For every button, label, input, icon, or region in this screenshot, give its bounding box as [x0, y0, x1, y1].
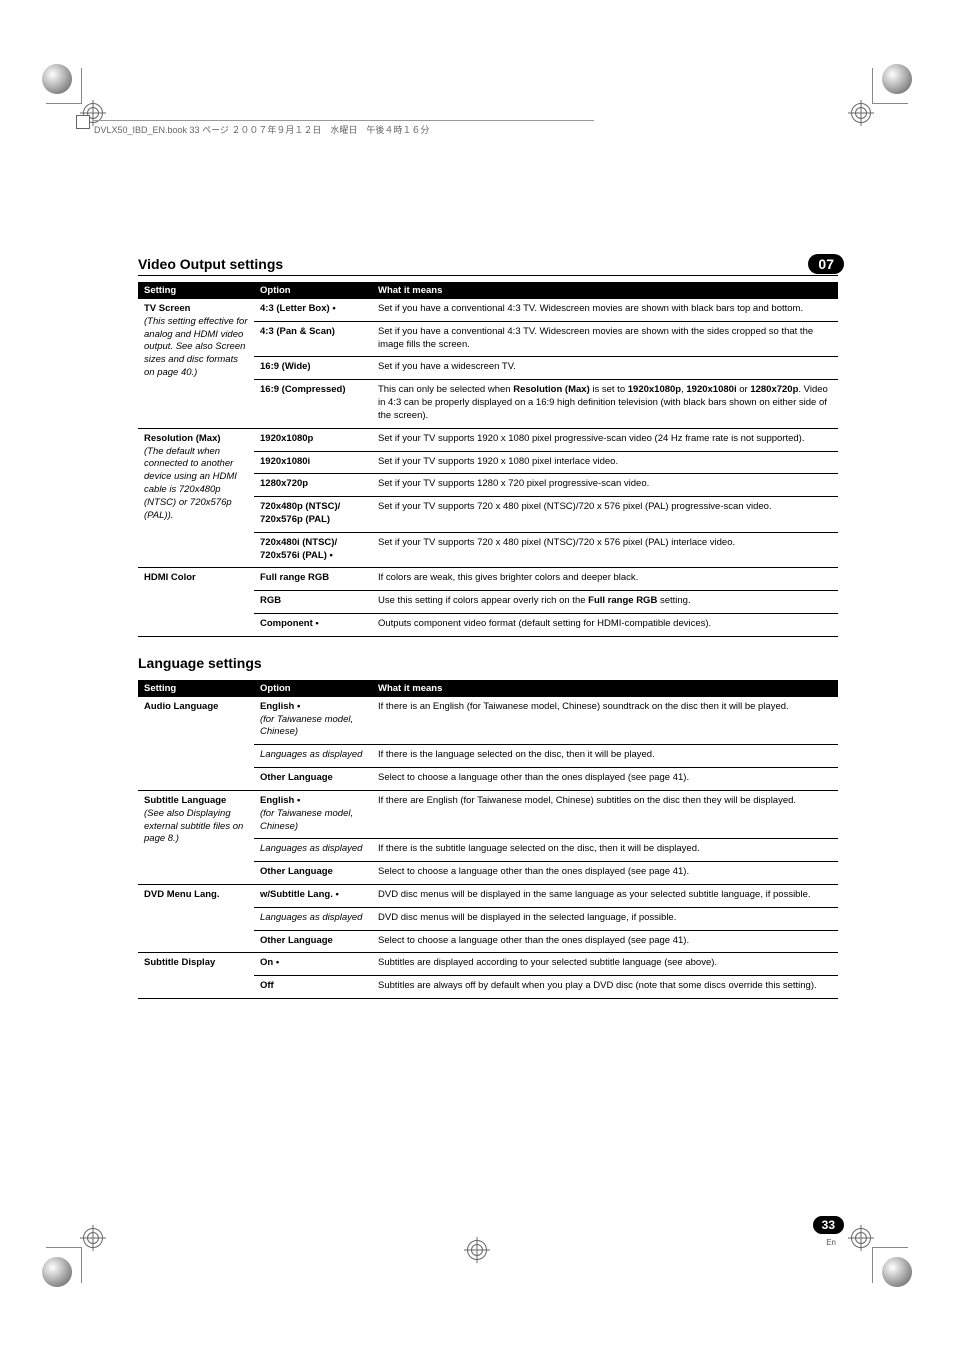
crop-mark — [872, 68, 908, 104]
option-cell: Other Language — [254, 768, 372, 791]
description-cell: Select to choose a language other than t… — [372, 862, 838, 885]
crop-mark — [46, 68, 82, 104]
print-header: DVLX50_IBD_EN.book 33 ページ ２００７年９月１２日 水曜日… — [94, 120, 594, 136]
description-cell: If colors are weak, this gives brighter … — [372, 568, 838, 591]
description-cell: Set if your TV supports 1920 x 1080 pixe… — [372, 428, 838, 451]
description-cell: Subtitles are displayed according to you… — [372, 953, 838, 976]
option-cell: 16:9 (Compressed) — [254, 380, 372, 428]
page-number-badge: 33 — [813, 1216, 844, 1234]
registration-mark — [80, 1225, 106, 1251]
description-cell: If there is an English (for Taiwanese mo… — [372, 697, 838, 745]
option-cell: Languages as displayed — [254, 907, 372, 930]
option-cell: 1920x1080i — [254, 451, 372, 474]
setting-cell: TV Screen(This setting effective for ana… — [138, 299, 254, 428]
setting-cell: Subtitle Display — [138, 953, 254, 999]
setting-cell: Audio Language — [138, 697, 254, 791]
section-header-language: Language settings — [138, 655, 838, 674]
description-cell: This can only be selected when Resolutio… — [372, 380, 838, 428]
description-cell: DVD disc menus will be displayed in the … — [372, 907, 838, 930]
option-cell: 1920x1080p — [254, 428, 372, 451]
description-cell: Set if your TV supports 1920 x 1080 pixe… — [372, 451, 838, 474]
option-cell: On • — [254, 953, 372, 976]
page-content: Video Output settings 07 Setting Option … — [138, 256, 838, 1017]
option-cell: 4:3 (Letter Box) • — [254, 299, 372, 321]
option-cell: 4:3 (Pan & Scan) — [254, 321, 372, 357]
registration-mark — [848, 100, 874, 126]
language-settings-table: Setting Option What it means Audio Langu… — [138, 680, 838, 999]
col-option: Option — [254, 282, 372, 299]
option-cell: w/Subtitle Lang. • — [254, 884, 372, 907]
description-cell: Set if you have a conventional 4:3 TV. W… — [372, 299, 838, 321]
option-cell: English •(for Taiwanese model, Chinese) — [254, 697, 372, 745]
col-desc: What it means — [372, 680, 838, 697]
col-option: Option — [254, 680, 372, 697]
option-cell: Other Language — [254, 930, 372, 953]
option-cell: English •(for Taiwanese model, Chinese) — [254, 790, 372, 838]
description-cell: Set if you have a widescreen TV. — [372, 357, 838, 380]
col-setting: Setting — [138, 680, 254, 697]
option-cell: 16:9 (Wide) — [254, 357, 372, 380]
option-cell: 720x480p (NTSC)/ 720x576p (PAL) — [254, 497, 372, 533]
col-desc: What it means — [372, 282, 838, 299]
description-cell: Use this setting if colors appear overly… — [372, 591, 838, 614]
description-cell: Select to choose a language other than t… — [372, 768, 838, 791]
option-cell: 720x480i (NTSC)/ 720x576i (PAL) • — [254, 532, 372, 568]
option-cell: RGB — [254, 591, 372, 614]
section-header-video: Video Output settings 07 — [138, 256, 838, 276]
option-cell: Languages as displayed — [254, 745, 372, 768]
video-settings-table: Setting Option What it means TV Screen(T… — [138, 282, 838, 637]
setting-cell: DVD Menu Lang. — [138, 884, 254, 952]
crop-mark — [46, 1247, 82, 1283]
section-title: Video Output settings — [138, 256, 283, 272]
setting-cell: HDMI Color — [138, 568, 254, 636]
page-language-label: En — [826, 1238, 836, 1247]
registration-mark — [464, 1237, 490, 1263]
description-cell: Set if your TV supports 1280 x 720 pixel… — [372, 474, 838, 497]
description-cell: Set if you have a conventional 4:3 TV. W… — [372, 321, 838, 357]
section-title: Language settings — [138, 655, 262, 671]
description-cell: Set if your TV supports 720 x 480 pixel … — [372, 532, 838, 568]
option-cell: Full range RGB — [254, 568, 372, 591]
description-cell: If there is the subtitle language select… — [372, 839, 838, 862]
description-cell: If there is the language selected on the… — [372, 745, 838, 768]
setting-cell: Resolution (Max)(The default when connec… — [138, 428, 254, 568]
description-cell: Outputs component video format (default … — [372, 614, 838, 637]
description-cell: Subtitles are always off by default when… — [372, 976, 838, 999]
registration-mark — [848, 1225, 874, 1251]
col-setting: Setting — [138, 282, 254, 299]
description-cell: DVD disc menus will be displayed in the … — [372, 884, 838, 907]
crop-mark — [872, 1247, 908, 1283]
option-cell: Languages as displayed — [254, 839, 372, 862]
description-cell: If there are English (for Taiwanese mode… — [372, 790, 838, 838]
option-cell: Other Language — [254, 862, 372, 885]
chapter-badge: 07 — [808, 254, 844, 274]
option-cell: Off — [254, 976, 372, 999]
option-cell: 1280x720p — [254, 474, 372, 497]
description-cell: Set if your TV supports 720 x 480 pixel … — [372, 497, 838, 533]
option-cell: Component • — [254, 614, 372, 637]
description-cell: Select to choose a language other than t… — [372, 930, 838, 953]
setting-cell: Subtitle Language(See also Displaying ex… — [138, 790, 254, 884]
